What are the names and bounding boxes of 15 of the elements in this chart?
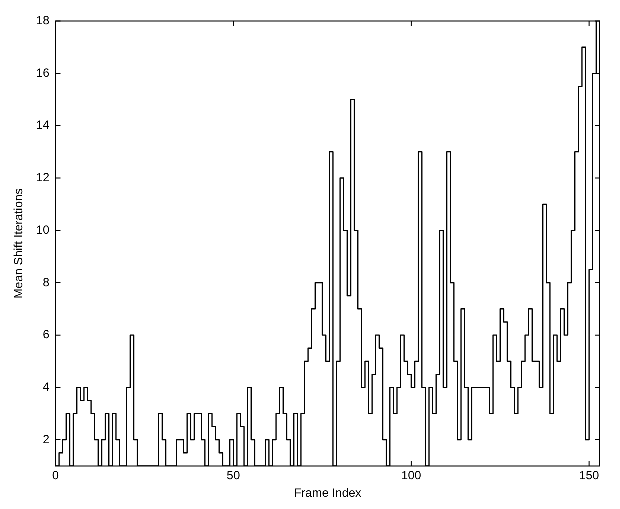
x-tick-label: 50 bbox=[226, 468, 241, 483]
y-tick-label: 14 bbox=[36, 118, 50, 132]
y-tick-label: 6 bbox=[43, 328, 50, 342]
y-tick-label: 2 bbox=[43, 432, 50, 446]
y-tick-label: 16 bbox=[36, 66, 50, 80]
y-tick-label: 4 bbox=[43, 380, 50, 394]
x-tick-label: 150 bbox=[579, 468, 600, 483]
y-tick-label: 18 bbox=[36, 14, 50, 28]
y-tick-label: 8 bbox=[43, 275, 50, 290]
y-tick-label: 10 bbox=[36, 222, 50, 237]
y-tick-label: 12 bbox=[36, 170, 50, 185]
x-axis-title: Frame Index bbox=[294, 486, 362, 500]
x-tick-label: 0 bbox=[52, 468, 60, 483]
y-axis-title: Mean Shift Iterations bbox=[12, 188, 26, 299]
x-tick-label: 100 bbox=[401, 468, 422, 483]
